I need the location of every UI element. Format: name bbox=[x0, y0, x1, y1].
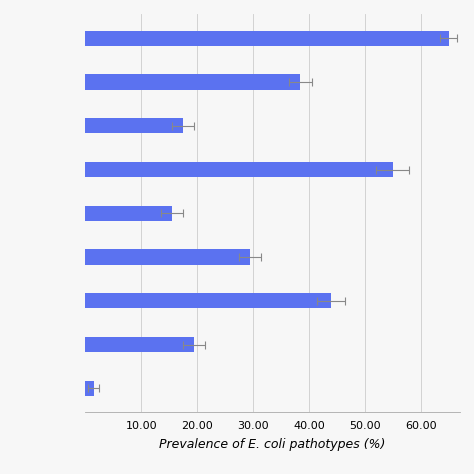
Bar bbox=[85, 31, 448, 46]
Bar bbox=[85, 293, 331, 309]
Bar bbox=[85, 118, 183, 134]
Bar bbox=[85, 206, 172, 221]
X-axis label: Prevalence of E. coli pathotypes (%): Prevalence of E. coli pathotypes (%) bbox=[159, 438, 386, 451]
Bar bbox=[85, 74, 301, 90]
Bar bbox=[85, 162, 393, 177]
Bar bbox=[85, 381, 94, 396]
Bar bbox=[85, 337, 194, 352]
Bar bbox=[85, 249, 250, 264]
